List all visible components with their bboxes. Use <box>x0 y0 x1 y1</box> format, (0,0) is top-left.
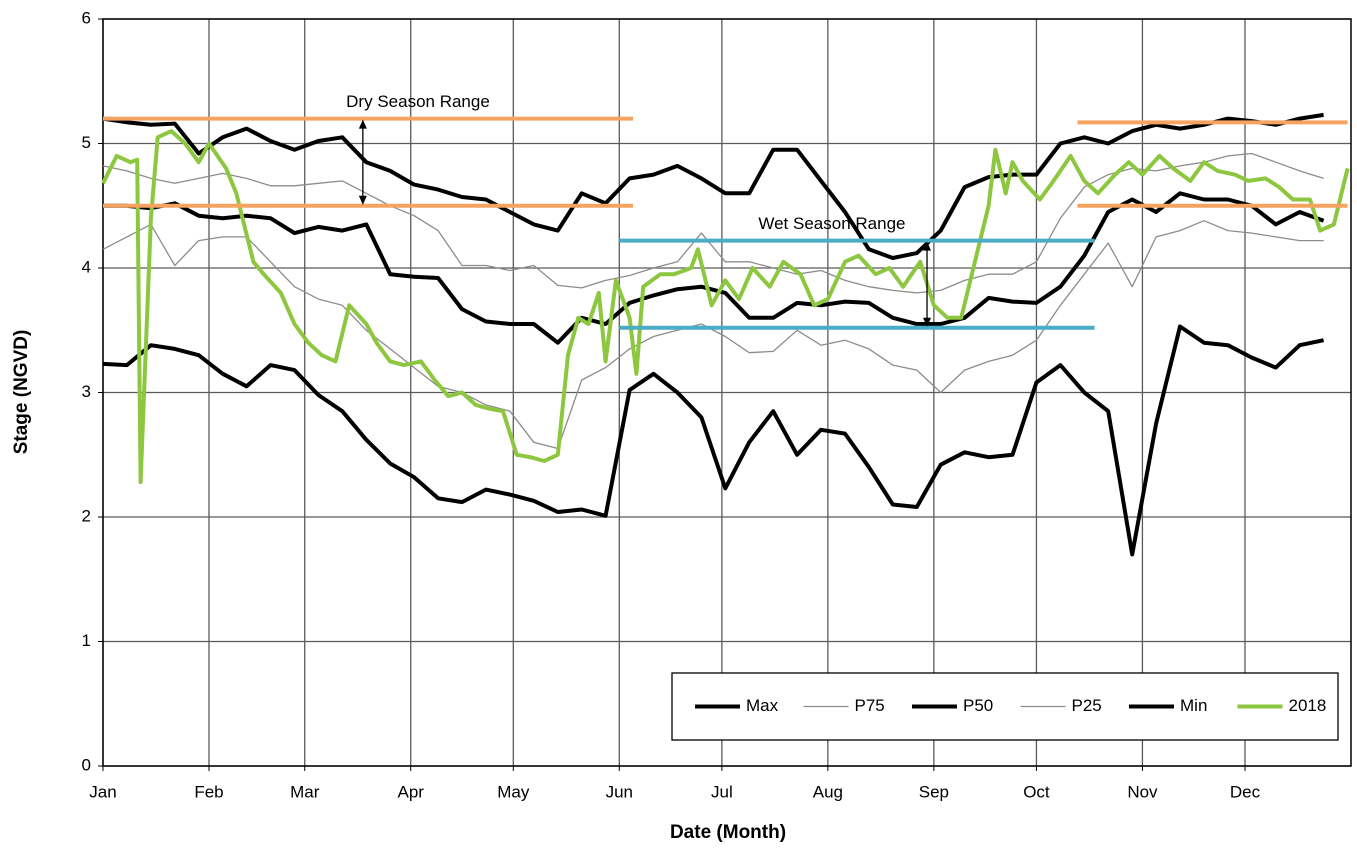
y-tick-label: 0 <box>82 755 91 774</box>
x-tick-label: Dec <box>1230 782 1261 801</box>
legend-label: 2018 <box>1289 696 1327 715</box>
legend-label: Min <box>1180 696 1207 715</box>
plot-frame <box>102 18 1352 767</box>
band-label: Dry Season Range <box>346 92 490 111</box>
x-tick-label: May <box>497 782 530 801</box>
series-line <box>102 112 1324 260</box>
y-tick-label: 6 <box>82 8 91 27</box>
x-tick-label: Jul <box>711 782 733 801</box>
y-tick-label: 3 <box>82 382 91 401</box>
y-tick-label: 2 <box>82 506 91 525</box>
arrow-head <box>923 241 932 251</box>
x-tick-label: Oct <box>1023 782 1050 801</box>
y-tick-label: 4 <box>82 257 91 276</box>
legend-label: Max <box>746 696 779 715</box>
y-tick-label: 5 <box>82 133 91 152</box>
series-line <box>102 324 1325 557</box>
series-line <box>101 129 1350 485</box>
x-tick-label: Jan <box>89 782 116 801</box>
x-tick-label: Aug <box>813 782 843 801</box>
x-tick-label: Mar <box>290 782 320 801</box>
arrow-head <box>923 317 932 327</box>
x-tick-label: Jun <box>606 782 633 801</box>
legend-label: P75 <box>855 696 885 715</box>
legend-box <box>671 672 1339 741</box>
y-axis-title: Stage (NGVD) <box>11 330 32 455</box>
y-tick-label: 1 <box>82 631 91 650</box>
x-axis-title: Date (Month) <box>670 822 786 843</box>
x-tick-label: Apr <box>397 782 424 801</box>
legend-label: P50 <box>963 696 993 715</box>
x-tick-label: Sep <box>919 782 949 801</box>
x-tick-label: Feb <box>194 782 223 801</box>
x-tick-label: Nov <box>1127 782 1158 801</box>
series-line <box>102 220 1324 450</box>
arrow-head <box>358 195 367 205</box>
legend-label: P25 <box>1072 696 1102 715</box>
arrow-head <box>358 119 367 129</box>
band-label: Wet Season Range <box>758 214 905 233</box>
